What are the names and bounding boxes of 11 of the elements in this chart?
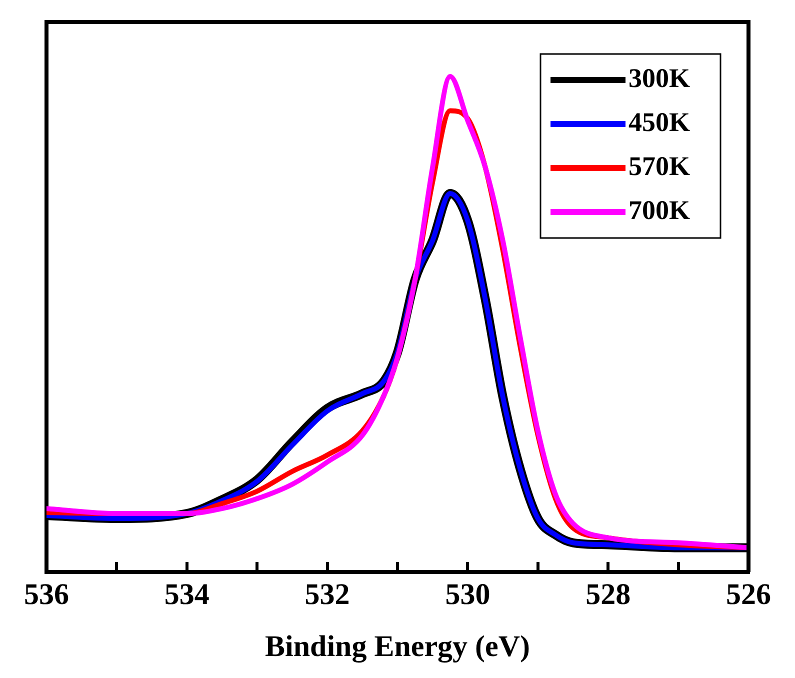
- legend-label: 570K: [628, 150, 690, 181]
- legend-label: 450K: [628, 106, 690, 137]
- x-tick-label: 532: [304, 578, 350, 611]
- legend-label: 700K: [628, 194, 690, 225]
- x-tick-label: 534: [164, 578, 210, 611]
- x-tick-label: 530: [445, 578, 490, 611]
- x-tick-label: 528: [586, 578, 631, 611]
- x-tick-label: 526: [726, 578, 771, 611]
- x-tick-label: 536: [24, 578, 69, 611]
- legend-label: 300K: [628, 62, 690, 93]
- x-axis-title: Binding Energy (eV): [264, 630, 530, 663]
